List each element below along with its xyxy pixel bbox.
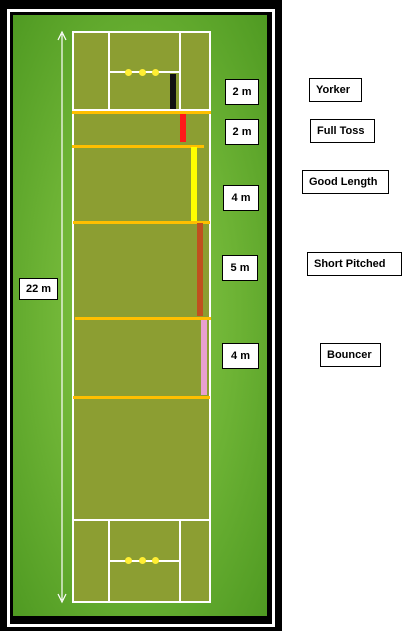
distance-bouncer: 4 m [231,350,250,362]
zone-line-bouncer-end [73,396,210,399]
distance-short-pitched: 5 m [230,262,250,274]
label-box-full-toss: Full Toss [310,119,375,143]
good-length-bar [191,147,197,221]
label-yorker: Yorker [316,84,351,96]
pitch-length-label: 22 m [19,278,58,300]
pitch-length-text: 22 m [25,283,52,295]
distance-box-short-pitched: 5 m [222,255,258,281]
bottom-stump-middle [139,557,146,564]
zone-line-short-bouncer [75,317,211,320]
distance-box-good-length: 4 m [223,185,259,211]
distance-yorker: 2 m [232,86,252,98]
top-end-line [72,31,211,33]
bottom-stump-left [125,557,132,564]
distance-box-bouncer: 4 m [222,343,259,369]
yorker-length-bar [170,74,176,109]
bottom-popping-crease [72,519,211,521]
pitch-length-arrow [57,30,67,604]
label-short-pitched: Short Pitched [314,258,386,270]
short-pitched-length-bar [197,223,203,316]
zone-line-goodlength-short [73,221,210,224]
distance-full-toss: 2 m [232,126,252,138]
distance-good-length: 4 m [231,192,251,204]
label-box-good-length: Good Length [302,170,389,194]
zone-line-yorker-fulltoss [72,111,211,114]
top-stump-middle [139,69,146,76]
distance-box-yorker: 2 m [225,79,259,105]
label-bouncer: Bouncer [327,349,372,361]
label-box-yorker: Yorker [309,78,362,102]
bottom-end-line [72,601,211,603]
bottom-stump-right [152,557,159,564]
distance-box-full-toss: 2 m [225,119,259,145]
label-good-length: Good Length [309,176,378,188]
zone-line-fulltoss-goodlength [72,145,204,148]
top-stump-right [152,69,159,76]
top-stump-left [125,69,132,76]
label-full-toss: Full Toss [317,125,365,137]
pitch-left-edge [72,31,74,603]
bouncer-length-bar [201,320,207,395]
label-box-short-pitched: Short Pitched [307,252,402,276]
full-toss-length-bar [180,114,186,142]
label-box-bouncer: Bouncer [320,343,381,367]
top-popping-crease [72,109,211,111]
